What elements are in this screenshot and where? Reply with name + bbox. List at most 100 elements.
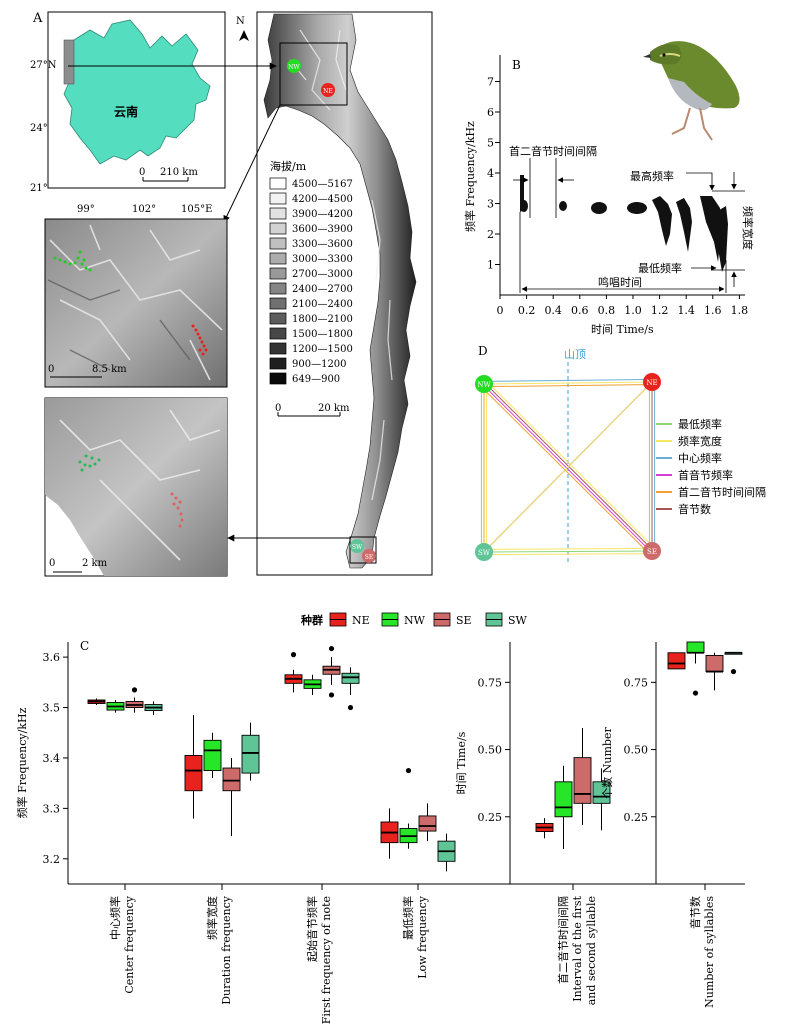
- site-ne-marker: [321, 83, 335, 97]
- spectrogram-y-tick-label: 4: [487, 167, 494, 180]
- node-ne: [643, 373, 661, 391]
- site-sw-label: SW: [352, 544, 363, 551]
- box-outlier: [290, 652, 297, 658]
- box-sw: [592, 781, 611, 804]
- elevation-class-label: 3300—3600: [292, 239, 353, 250]
- box-se: [573, 757, 592, 804]
- spectrogram-y-tick-label: 2: [487, 228, 494, 241]
- boxplot-x-label-cn: 起始音节频率: [305, 896, 319, 962]
- elevation-relief: [263, 13, 417, 569]
- boxplot-x-label-cn: 最低频率: [401, 896, 415, 940]
- north-inset-scale-value: 8.5 km: [92, 364, 127, 375]
- panel-b: B 1 2 3 4 5 6 7 0 0.2 0.4 0.6 0.8 1.0 1.2 1.4 1.6 1.8 频…: [463, 41, 755, 336]
- elevation-class-label: 4200—4500: [292, 194, 353, 205]
- annotation-max-frequency: 最高频率: [630, 169, 674, 183]
- panel-label-b: B: [512, 58, 521, 72]
- spectrogram-y-label: 频率 Frequency/kHz: [463, 121, 477, 232]
- spectrogram-x-tick-label: 0.8: [598, 304, 616, 317]
- annotation-duration: 鸣唱时间: [598, 275, 642, 289]
- box-outlier: [328, 645, 335, 652]
- elevation-class-label: 2100—2400: [292, 299, 353, 310]
- box-outlier: [692, 690, 699, 696]
- boxplot-y-tick-label: 3.3: [43, 802, 61, 815]
- elevation-class-label: 3900—4200: [292, 209, 353, 220]
- elevation-swatch: [269, 237, 287, 250]
- box-ne: [667, 652, 686, 670]
- network-legend-label: 首音节频率: [678, 468, 733, 482]
- boxplot-x-label-cn: 频率宽度: [205, 896, 219, 940]
- elevation-swatch: [269, 177, 287, 190]
- spectrogram-y-tick-label: 1: [487, 259, 494, 272]
- lat-tick-24: 24°: [30, 123, 48, 134]
- spectrogram-syllables: [520, 175, 728, 272]
- elevation-class-label: 1500—1800: [292, 329, 353, 340]
- node-se-label: SE: [647, 548, 657, 556]
- box-ne: [184, 754, 203, 792]
- node-sw-label: SW: [478, 549, 491, 557]
- annotation-min-frequency: 最低频率: [638, 261, 682, 275]
- box-sw: [341, 672, 360, 684]
- elevation-class-label: 1800—2100: [292, 314, 353, 325]
- node-nw-label: NW: [477, 381, 491, 389]
- group-legend: 种群 NE NW SE SW: [300, 612, 528, 627]
- network-edge: [483, 553, 653, 556]
- boxplot-x-label-en: Interval of the firstand second syllable: [571, 895, 598, 1005]
- boxplot-y-label: 频率 Frequency/kHz: [15, 707, 29, 818]
- spectrogram-y-tick-label: 6: [487, 106, 494, 119]
- box-nw: [554, 781, 573, 818]
- boxplot-x-label-en: Duration frequency: [220, 895, 233, 1005]
- spectrogram-x-tick-label: 1.8: [731, 304, 749, 317]
- boxplot-y-label: 个数 Number: [601, 727, 614, 799]
- spectrogram-x-tick-label: 0.6: [571, 304, 589, 317]
- node-nw: [475, 375, 493, 393]
- max-frequency-arrow: [686, 172, 715, 191]
- box-outlier: [131, 687, 138, 693]
- elevation-class-label: 2700—3000: [292, 269, 353, 280]
- group-legend-label: NE: [352, 614, 370, 627]
- study-area-highlight: [63, 39, 75, 85]
- spectrogram-y-tick-label: 3: [487, 198, 494, 211]
- elevation-swatch: [269, 357, 287, 370]
- box-outlier: [347, 704, 354, 711]
- annotation-bandwidth: 频率宽度: [741, 206, 755, 250]
- yunnan-province-shape: [63, 19, 211, 165]
- north-inset-ridges: [49, 224, 223, 381]
- box-outlier: [405, 767, 412, 774]
- boxplot-y-tick-label: 0.75: [624, 676, 649, 689]
- north-inset-map: [44, 218, 228, 388]
- boxplot-x-label-cn: 音节数: [688, 896, 702, 929]
- elevation-swatch: [269, 282, 287, 295]
- legend-scale-zero: 0: [275, 403, 281, 414]
- elevation-class-label: 3000—3300: [292, 254, 353, 265]
- overview-scale-zero: 0: [139, 167, 145, 178]
- network-legend-label: 中心频率: [678, 451, 722, 465]
- spectrogram-x-tick-label: 1.2: [651, 304, 669, 317]
- boxplot-y-tick-label: 0.75: [478, 676, 503, 689]
- box-se: [705, 654, 724, 673]
- elevation-swatch: [269, 327, 287, 340]
- elevation-class-label: 1200—1500: [292, 344, 353, 355]
- annotation-interval: 首二音节时间间隔: [509, 144, 597, 158]
- elevation-class-label: 3600—3900: [292, 224, 353, 235]
- network-edges: [480, 378, 656, 556]
- boxplot-y-tick-label: 0.50: [624, 744, 649, 757]
- group-legend-label: SE: [456, 614, 472, 627]
- elevation-swatch: [269, 252, 287, 265]
- arrow-north-to-inset: [223, 104, 281, 223]
- elevation-swatch: [269, 207, 287, 220]
- network-legend-label: 音节数: [678, 502, 711, 516]
- legend-scale-value: 20 km: [318, 403, 350, 414]
- south-inset-se-points: [170, 492, 184, 528]
- network-edge: [483, 378, 653, 382]
- spectrogram-x-label: 时间 Time/s: [591, 323, 654, 336]
- south-study-box: [349, 536, 377, 564]
- elevation-class-label: 649—900: [292, 374, 340, 385]
- box-nw: [203, 739, 222, 772]
- elevation-class-label: 2400—2700: [292, 284, 353, 295]
- spectrogram-x-tick-label: 1.4: [677, 304, 695, 317]
- spectrogram-x-tick-label: 0.2: [518, 304, 536, 317]
- boxplot-y-tick-label: 0.50: [478, 744, 503, 757]
- group-legend-label: SW: [508, 614, 528, 627]
- elevation-legend-title: 海拔/m: [270, 159, 307, 173]
